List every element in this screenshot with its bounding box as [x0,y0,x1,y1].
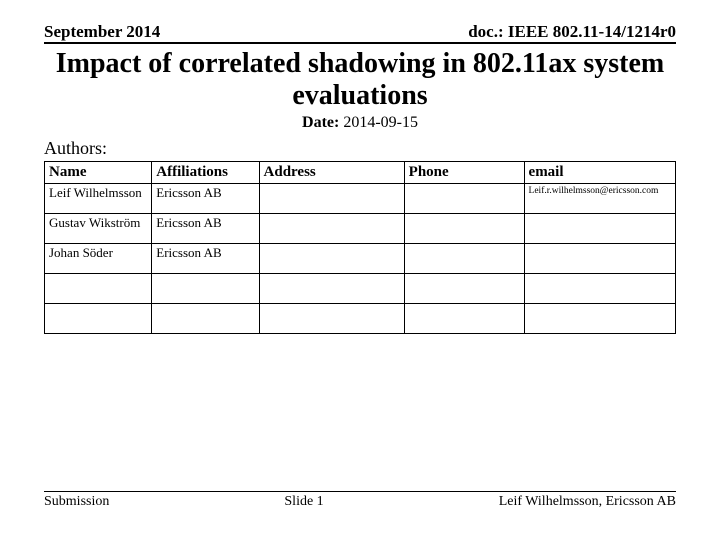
footer: Submission Slide 1 Leif Wilhelmsson, Eri… [44,491,676,510]
cell-address [259,244,404,274]
col-header-phone: Phone [404,162,524,184]
header: September 2014 doc.: IEEE 802.11-14/1214… [44,22,676,44]
cell-affiliation: Ericsson AB [152,214,259,244]
cell-address [259,304,404,334]
authors-table: Name Affiliations Address Phone email Le… [44,161,676,334]
table-header-row: Name Affiliations Address Phone email [45,162,676,184]
cell-email: Leif.r.wilhelmsson@ericsson.com [524,184,675,214]
cell-name: Gustav Wikström [45,214,152,244]
cell-affiliation: Ericsson AB [152,184,259,214]
col-header-address: Address [259,162,404,184]
cell-affiliation [152,274,259,304]
date-line: Date: 2014-09-15 [44,114,676,132]
cell-phone [404,214,524,244]
cell-name: Leif Wilhelmsson [45,184,152,214]
authors-label: Authors: [44,138,676,159]
cell-phone [404,184,524,214]
page-title: Impact of correlated shadowing in 802.11… [44,48,676,112]
cell-address [259,274,404,304]
col-header-name: Name [45,162,152,184]
cell-affiliation: Ericsson AB [152,244,259,274]
cell-name [45,304,152,334]
cell-email [524,244,675,274]
cell-email [524,304,675,334]
cell-address [259,214,404,244]
col-header-affiliations: Affiliations [152,162,259,184]
date-value: 2014-09-15 [343,114,418,131]
cell-email [524,274,675,304]
cell-phone [404,244,524,274]
col-header-email: email [524,162,675,184]
table-row: Johan Söder Ericsson AB [45,244,676,274]
table-row: Leif Wilhelmsson Ericsson AB Leif.r.wilh… [45,184,676,214]
date-label: Date: [302,114,339,131]
cell-address [259,184,404,214]
cell-name [45,274,152,304]
header-date: September 2014 [44,22,160,42]
cell-name: Johan Söder [45,244,152,274]
table-row [45,274,676,304]
footer-center: Slide 1 [284,494,323,510]
cell-affiliation [152,304,259,334]
cell-phone [404,274,524,304]
footer-right: Leif Wilhelmsson, Ericsson AB [499,494,676,510]
table-row: Gustav Wikström Ericsson AB [45,214,676,244]
footer-left: Submission [44,494,109,510]
header-doc-id: doc.: IEEE 802.11-14/1214r0 [468,22,676,42]
cell-email [524,214,675,244]
cell-phone [404,304,524,334]
table-row [45,304,676,334]
